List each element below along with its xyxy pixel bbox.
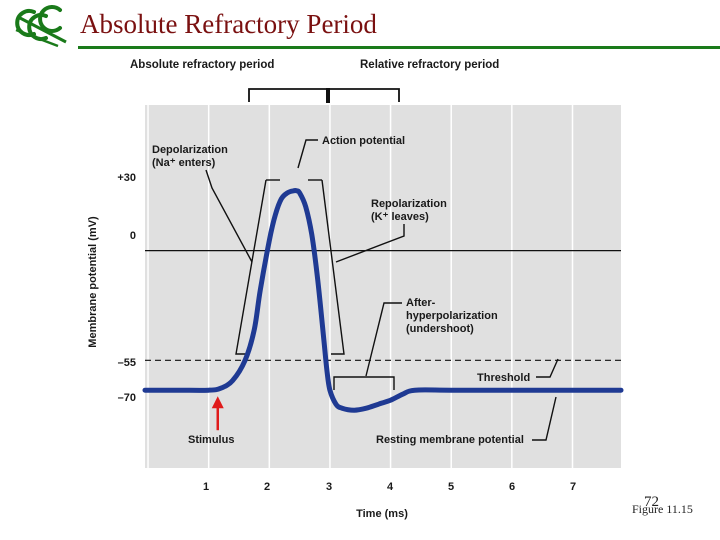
plot-background bbox=[145, 105, 621, 468]
resting-leader bbox=[532, 396, 557, 441]
depolarization-sublabel: (Na⁺ enters) bbox=[152, 157, 216, 169]
figure-label: Figure 11.15 bbox=[632, 502, 693, 516]
action-potential-label: Action potential bbox=[322, 135, 405, 147]
action-potential-curve bbox=[142, 188, 624, 413]
stimulus-label: Stimulus bbox=[188, 434, 234, 446]
repolarization-bracket bbox=[321, 179, 345, 355]
afterhyperpolarization-label: After- bbox=[406, 297, 436, 309]
slide-title: Absolute Refractory Period bbox=[80, 9, 377, 39]
stimulus-arrow-icon bbox=[211, 396, 224, 431]
relative-refractory-label: Relative refractory period bbox=[360, 59, 499, 71]
x-axis-label: Time (ms) bbox=[356, 508, 408, 520]
depolarization-label: Depolarization bbox=[152, 144, 228, 156]
y-axis-label: Membrane potential (mV) bbox=[87, 216, 99, 348]
y-tick-labels: +30 0 –55 –70 bbox=[117, 172, 136, 404]
depolarization-bracket bbox=[235, 179, 267, 355]
x-tick-label: 6 bbox=[509, 481, 515, 493]
grid-lines bbox=[147, 105, 574, 468]
y-tick-label: 0 bbox=[130, 230, 136, 242]
action-potential-chart: Absolute refractory period Relative refr… bbox=[87, 59, 624, 520]
x-tick-label: 3 bbox=[326, 481, 332, 493]
annotation-leaders bbox=[205, 139, 559, 441]
threshold-leader bbox=[536, 358, 559, 378]
threshold-label: Threshold bbox=[477, 372, 530, 384]
y-tick-label: +30 bbox=[117, 172, 136, 184]
repolarization-label: Repolarization bbox=[371, 198, 447, 210]
resting-potential-label: Resting membrane potential bbox=[376, 434, 524, 446]
undershoot-sublabel: (undershoot) bbox=[406, 323, 474, 335]
x-tick-label: 7 bbox=[570, 481, 576, 493]
depolarization-leader bbox=[205, 169, 253, 263]
x-tick-label: 2 bbox=[264, 481, 270, 493]
repolarization-sublabel: (K⁺ leaves) bbox=[371, 211, 429, 223]
x-tick-label: 4 bbox=[387, 481, 394, 493]
company-logo-icon bbox=[15, 5, 67, 48]
x-tick-label: 1 bbox=[203, 481, 209, 493]
page-number: 72 bbox=[644, 494, 659, 510]
repolarization-leader bbox=[335, 224, 405, 263]
action-potential-leader bbox=[297, 139, 318, 169]
afterhyperpolarization-leader bbox=[365, 302, 402, 377]
absolute-refractory-label: Absolute refractory period bbox=[130, 59, 274, 71]
y-tick-label: –70 bbox=[118, 392, 136, 404]
y-tick-label: –55 bbox=[118, 357, 136, 369]
x-tick-labels: 1 2 3 4 5 6 7 bbox=[203, 481, 576, 493]
title-rule bbox=[78, 46, 720, 49]
x-tick-label: 5 bbox=[448, 481, 454, 493]
afterhyperpolarization-sublabel: hyperpolarization bbox=[406, 310, 498, 322]
refractory-bracket bbox=[248, 88, 400, 103]
afterhyperpolarization-bracket bbox=[333, 376, 395, 390]
